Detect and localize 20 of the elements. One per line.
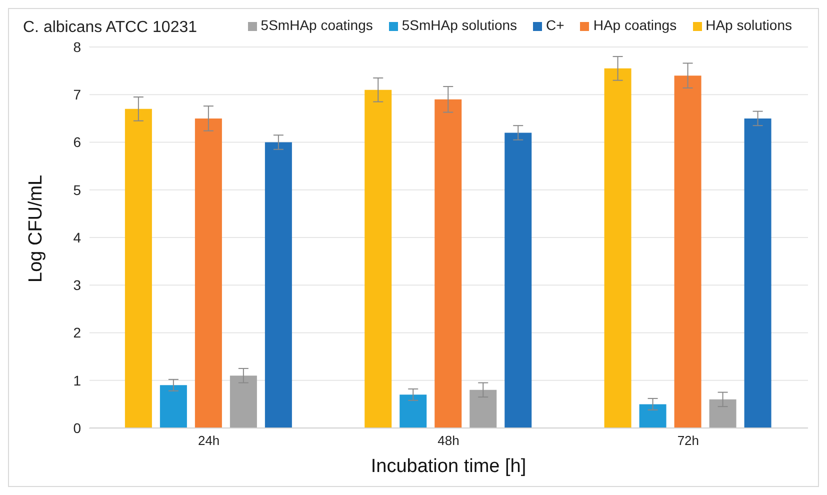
y-tick-label: 3	[73, 277, 82, 294]
legend-label: C+	[546, 17, 564, 33]
y-tick-label: 5	[73, 182, 82, 198]
y-tick-label: 8	[73, 38, 82, 55]
y-axis-title: Log CFU/mL	[26, 174, 47, 282]
x-tick-label: 24h	[198, 433, 220, 448]
y-tick-label: 4	[73, 229, 82, 246]
x-tick-label: 72h	[677, 433, 700, 448]
x-tick-label: 48h	[438, 433, 460, 448]
chart-title: C. albicans ATCC 10231	[23, 19, 198, 37]
y-tick-label: 1	[73, 372, 82, 388]
legend-label: HAp coatings	[593, 17, 677, 33]
y-tick-label: 0	[73, 420, 82, 436]
legend-label: 5SmHAp solutions	[402, 17, 518, 33]
x-axis-title: Incubation time [h]	[370, 456, 526, 477]
y-tick-label: 2	[73, 324, 82, 341]
y-tick-label: 7	[73, 86, 82, 103]
y-tick-label: 6	[73, 134, 82, 150]
legend-label: HAp solutions	[706, 17, 792, 33]
legend-label: 5SmHAp coatings	[260, 17, 373, 33]
